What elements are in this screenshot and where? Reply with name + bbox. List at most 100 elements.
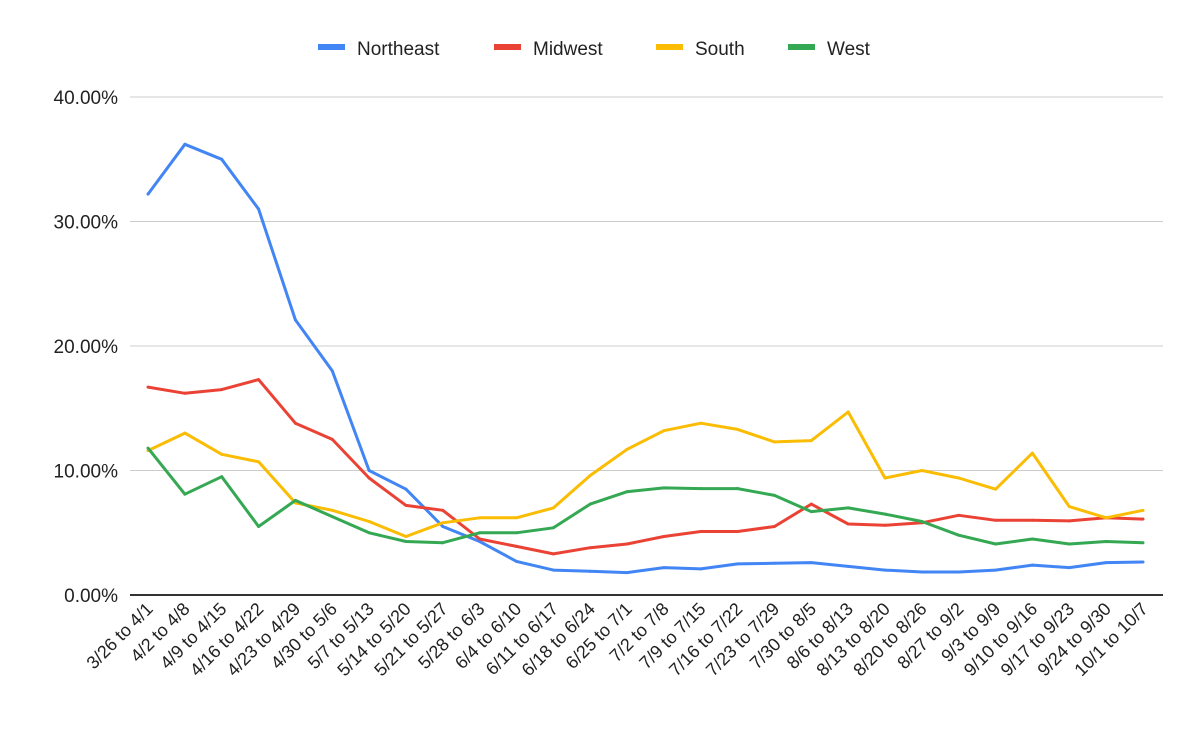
data-point-northeast — [441, 525, 445, 529]
data-point-northeast — [662, 566, 666, 570]
data-point-west — [957, 533, 961, 537]
data-point-west — [1141, 541, 1145, 545]
series-line-south — [147, 410, 1144, 538]
legend-swatch — [656, 44, 683, 50]
data-point-south — [1141, 508, 1145, 512]
data-point-midwest — [220, 388, 224, 392]
y-axis-ticks: 0.00% 10.00% 20.00% 30.00% 40.00% — [54, 88, 119, 607]
data-point-south — [588, 473, 592, 477]
data-point-northeast — [551, 568, 555, 572]
data-point-south — [330, 508, 334, 512]
data-point-midwest — [551, 552, 555, 556]
data-point-midwest — [515, 544, 519, 548]
data-point-south — [478, 516, 482, 520]
data-point-west — [1030, 537, 1034, 541]
data-point-midwest — [994, 518, 998, 522]
data-point-midwest — [367, 476, 371, 480]
data-point-midwest — [257, 378, 261, 382]
series-line-northeast — [146, 142, 1144, 575]
data-point-midwest — [146, 385, 150, 389]
data-point-northeast — [772, 561, 776, 565]
data-point-northeast — [293, 318, 297, 322]
data-point-midwest — [183, 391, 187, 395]
data-point-west — [146, 446, 150, 450]
data-point-south — [625, 447, 629, 451]
data-point-west — [478, 531, 482, 535]
data-point-south — [1104, 516, 1108, 520]
data-point-midwest — [846, 522, 850, 526]
data-point-west — [662, 486, 666, 490]
data-point-west — [1067, 542, 1071, 546]
data-point-south — [846, 410, 850, 414]
data-point-south — [772, 440, 776, 444]
data-point-west — [994, 542, 998, 546]
data-point-west — [515, 531, 519, 535]
data-point-west — [625, 490, 629, 494]
data-point-south — [515, 516, 519, 520]
data-point-midwest — [809, 502, 813, 506]
legend-item-west[interactable]: West — [788, 39, 871, 60]
data-point-west — [809, 510, 813, 514]
data-point-south — [441, 521, 445, 525]
data-point-northeast — [183, 142, 187, 146]
data-point-northeast — [699, 567, 703, 571]
data-point-south — [736, 427, 740, 431]
data-point-west — [183, 492, 187, 496]
y-tick-label: 0.00% — [64, 586, 118, 607]
data-point-northeast — [1104, 561, 1108, 565]
legend-swatch — [494, 44, 521, 50]
data-point-west — [883, 512, 887, 516]
data-point-west — [1104, 539, 1108, 543]
data-point-northeast — [146, 192, 150, 196]
data-point-south — [994, 487, 998, 491]
data-point-south — [920, 469, 924, 472]
data-point-south — [699, 421, 703, 425]
data-point-midwest — [478, 537, 482, 541]
gridlines — [130, 96, 1163, 471]
data-point-northeast — [809, 561, 813, 565]
data-point-south — [1067, 505, 1071, 509]
legend-item-midwest[interactable]: Midwest — [494, 39, 603, 60]
legend-label: Midwest — [533, 39, 603, 60]
data-point-northeast — [957, 570, 961, 574]
data-point-west — [367, 531, 371, 535]
data-point-northeast — [1030, 563, 1034, 567]
data-point-midwest — [441, 508, 445, 512]
data-point-northeast — [920, 570, 924, 574]
data-point-midwest — [699, 530, 703, 534]
data-point-northeast — [367, 469, 371, 472]
legend-item-south[interactable]: South — [656, 39, 745, 60]
data-point-northeast — [330, 369, 334, 373]
data-point-south — [367, 520, 371, 524]
data-point-midwest — [404, 503, 408, 507]
data-point-west — [257, 525, 261, 529]
data-point-midwest — [736, 530, 740, 534]
data-point-west — [736, 487, 740, 491]
data-point-northeast — [1141, 560, 1145, 564]
data-point-west — [220, 475, 224, 479]
data-point-west — [330, 515, 334, 519]
data-point-west — [920, 520, 924, 524]
data-point-south — [883, 476, 887, 480]
data-point-northeast — [478, 539, 482, 543]
data-point-northeast — [1067, 566, 1071, 570]
series-line-midwest — [147, 378, 1144, 556]
legend-swatch — [788, 44, 815, 50]
y-tick-label: 40.00% — [54, 88, 119, 109]
series-line-west — [146, 447, 1144, 546]
data-point-midwest — [772, 525, 776, 529]
y-tick-label: 20.00% — [54, 337, 119, 358]
data-point-midwest — [1141, 517, 1145, 521]
legend: Northeast Midwest South West — [318, 39, 871, 60]
data-point-west — [293, 498, 297, 502]
data-point-west — [846, 506, 850, 510]
data-point-northeast — [625, 571, 629, 575]
legend-label: West — [827, 39, 871, 60]
data-point-northeast — [404, 487, 408, 491]
data-point-midwest — [662, 534, 666, 538]
legend-label: Northeast — [357, 39, 440, 60]
legend-item-northeast[interactable]: Northeast — [318, 39, 440, 60]
data-point-northeast — [883, 568, 887, 572]
data-point-west — [772, 493, 776, 497]
